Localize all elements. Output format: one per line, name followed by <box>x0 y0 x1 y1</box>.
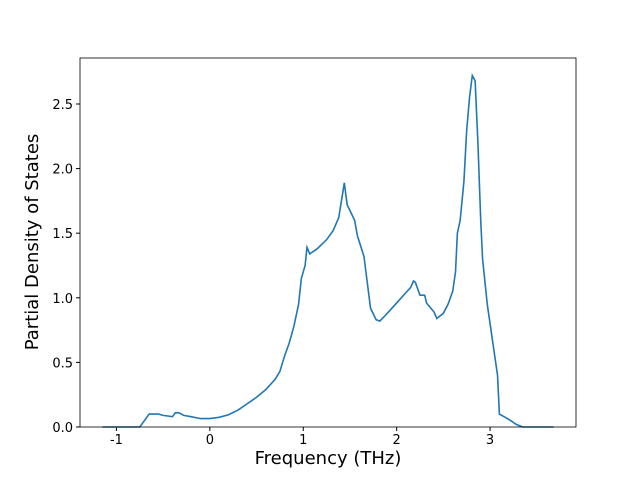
x-tick-label: -1 <box>110 433 123 448</box>
y-tick-label: 2.5 <box>52 98 73 113</box>
x-tick-label: 3 <box>486 433 494 448</box>
y-tick-label: 0.0 <box>52 421 73 436</box>
y-tick-label: 1.5 <box>52 227 73 242</box>
line <box>102 73 554 428</box>
x-tick-label: 0 <box>206 433 214 448</box>
x-axis-title: Frequency (THz) <box>255 448 402 469</box>
x-tick-label: 2 <box>393 433 401 448</box>
plot-frame <box>79 57 577 428</box>
x-tick-label: 1 <box>299 433 307 448</box>
y-tick-label: 1.0 <box>52 292 73 307</box>
y-tick-label: 0.5 <box>52 356 73 371</box>
y-tick-label: 2.0 <box>52 163 73 178</box>
y-axis-title: Partial Density of States <box>22 134 43 351</box>
